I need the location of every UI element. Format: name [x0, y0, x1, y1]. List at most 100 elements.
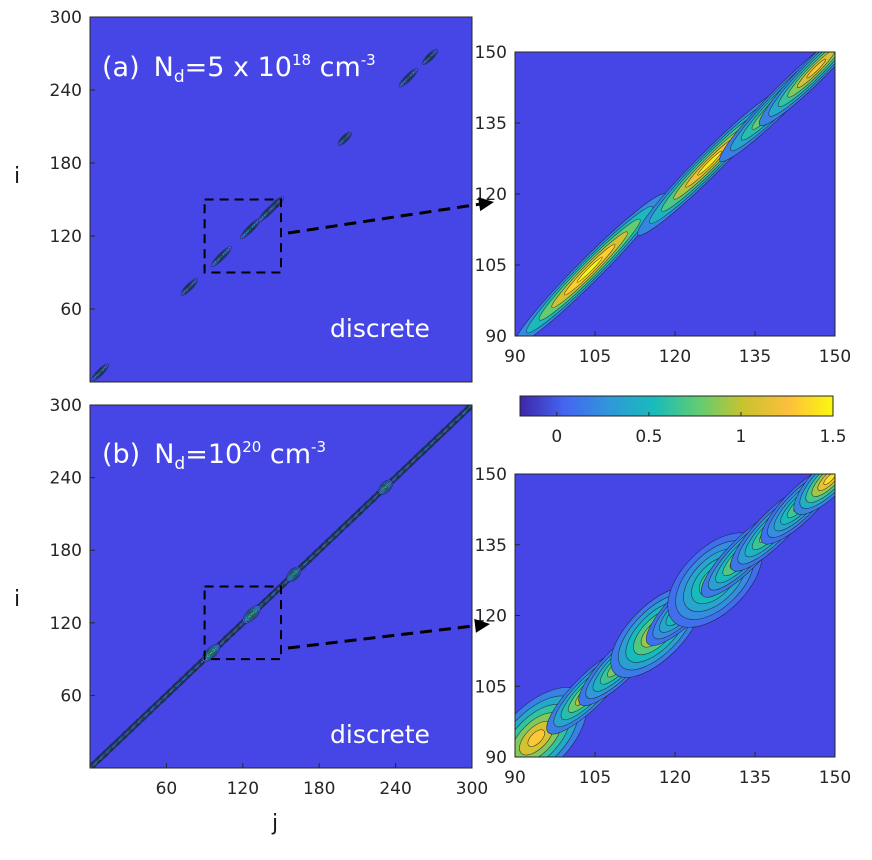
matrix-blob-level [248, 226, 253, 231]
panel-b-annotation: discrete [330, 720, 430, 749]
panel-a-main: 60 120 180 240 300 (a) Nd=5 x 1018 cm-3 discr… [14, 8, 473, 383]
ytick-label: 60 [60, 686, 82, 706]
matrix-blob-level [383, 485, 387, 489]
panel-b-main-blobs [90, 405, 472, 768]
matrix-blob-level [527, 729, 546, 747]
ytick-label: 120 [50, 614, 82, 634]
panel-a-main-blobs [91, 49, 438, 382]
matrix-blob-level [274, 202, 278, 206]
panel-b-zoom: 90 105 120 135 150 90 105 120 135 150 [475, 465, 852, 788]
xtick-label: 120 [659, 347, 691, 367]
matrix-blob-level [406, 75, 411, 80]
ytick-label: 300 [50, 8, 82, 28]
colorbar-tick-label: 1 [736, 427, 747, 447]
matrix-blob-level [697, 150, 723, 176]
diagonal-blob-level [466, 407, 470, 411]
arrow-b-line [287, 624, 477, 650]
ytick-label: 120 [50, 227, 82, 247]
matrix-blob [515, 193, 666, 336]
panel-a-zoom-box [203, 198, 283, 274]
ytick-label: 135 [475, 114, 507, 134]
ytick-label: 105 [475, 256, 507, 276]
colorbar-gradient [519, 395, 834, 417]
matrix-blob [422, 49, 438, 65]
matrix-blob-level [428, 55, 432, 59]
ytick-label: 135 [475, 536, 507, 556]
xtick-label: 120 [659, 768, 691, 788]
matrix-blob-level [806, 58, 827, 79]
matrix-blob-level [98, 370, 102, 375]
xtick-label: 240 [379, 779, 411, 799]
panel-b-main-ticks: 60 120 180 240 300 60 120 180 240 300 [50, 396, 489, 799]
xtick-label: 120 [227, 779, 259, 799]
panel-a-annotation: discrete [330, 314, 430, 343]
ytick-label: 150 [475, 43, 507, 63]
ytick-label: 180 [50, 154, 82, 174]
matrix-blob [337, 131, 352, 146]
panel-a-title: (a) Nd=5 x 1018 cm-3 [102, 51, 376, 87]
panel-a-main-frame [89, 16, 473, 383]
xtick-label: 105 [579, 768, 611, 788]
matrix-blob-level [823, 474, 835, 485]
matrix-blob-level [219, 254, 224, 259]
ytick-label: 60 [60, 300, 82, 320]
zoom-arrows [287, 197, 494, 650]
matrix-blob-level [292, 572, 296, 576]
matrix-blob [793, 474, 835, 515]
panel-b-zoom-box [203, 585, 283, 661]
xtick-label: 135 [739, 347, 771, 367]
panel-a-ylabel: i [14, 164, 20, 189]
ytick-label: 105 [475, 677, 507, 697]
matrix-blob-level [249, 612, 254, 617]
xtick-label: 150 [819, 347, 851, 367]
matrix-blob [201, 643, 221, 663]
xtick-label: 60 [156, 779, 178, 799]
panel-b-zoom-blobs [515, 474, 835, 757]
matrix-blob [242, 605, 261, 624]
matrix-blob [180, 278, 199, 296]
ytick-label: 240 [50, 81, 82, 101]
colorbar-tick-label: 0 [551, 427, 562, 447]
ytick-label: 300 [50, 396, 82, 416]
arrow-a-head [478, 197, 494, 212]
ytick-label: 240 [50, 469, 82, 489]
xtick-label: 150 [819, 768, 851, 788]
panel-b-ylabel: i [14, 587, 20, 612]
zoom-box-rect [203, 198, 283, 274]
matrix-blob [210, 246, 232, 268]
ytick-label: 150 [475, 465, 507, 485]
matrix-blob-level [209, 651, 213, 655]
ytick-label: 90 [485, 748, 507, 768]
matrix-blob-level [343, 137, 347, 141]
colorbar-tick-label: 0.5 [635, 427, 662, 447]
xtick-label: 135 [739, 768, 771, 788]
ytick-label: 120 [475, 607, 507, 627]
arrow-a-line [287, 202, 481, 235]
xtick-label: 300 [456, 779, 488, 799]
xtick-label: 105 [579, 347, 611, 367]
matrix-blob [398, 68, 418, 88]
xtick-label: 90 [504, 347, 526, 367]
panel-b-title: (b) Nd=1020 cm-3 [102, 438, 326, 474]
matrix-blob [758, 52, 835, 127]
matrix-blob-level [187, 285, 192, 289]
ytick-label: 90 [485, 327, 507, 347]
arrow-b-head [474, 618, 490, 633]
zoom-box-rect [203, 585, 283, 661]
matrix-blob [91, 363, 109, 382]
panel-a-main-ticks: 60 120 180 240 300 [50, 8, 95, 320]
colorbar: 0 0.5 1 1.5 [519, 395, 847, 447]
xtick-label: 180 [303, 779, 335, 799]
panel-a-zoom-blobs [515, 52, 835, 336]
ytick-label: 180 [50, 541, 82, 561]
matrix-blob [286, 566, 302, 582]
panel-b-main: 60 120 180 240 300 60 120 180 240 300 (b) Nd=1020 … [14, 396, 488, 836]
panel-b-zoom-ticks: 90 105 120 135 150 90 105 120 135 150 [475, 465, 852, 788]
colorbar-tick-label: 1.5 [819, 427, 846, 447]
panel-b-main-frame [89, 404, 473, 769]
matrix-blob [377, 479, 393, 495]
matrix-blob-level [576, 256, 603, 283]
